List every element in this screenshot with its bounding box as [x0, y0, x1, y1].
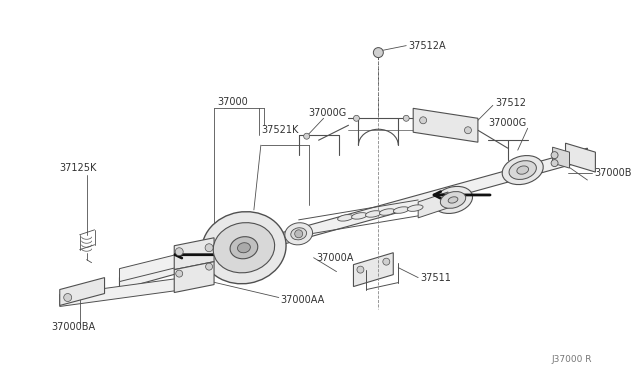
Polygon shape [353, 253, 393, 286]
Text: 37000: 37000 [217, 97, 248, 108]
Text: 37000G: 37000G [488, 118, 526, 128]
Ellipse shape [440, 192, 466, 208]
Circle shape [176, 270, 182, 277]
Ellipse shape [509, 161, 536, 179]
Circle shape [205, 244, 213, 252]
Ellipse shape [517, 166, 529, 174]
Circle shape [551, 160, 558, 167]
Text: 37000A: 37000A [317, 253, 354, 263]
Polygon shape [566, 143, 595, 172]
Text: 37512: 37512 [495, 98, 526, 108]
Text: J37000 R: J37000 R [552, 355, 593, 364]
Text: 37511: 37511 [420, 273, 451, 283]
Circle shape [383, 258, 390, 265]
Ellipse shape [407, 205, 423, 211]
Ellipse shape [433, 186, 472, 214]
Circle shape [175, 248, 183, 256]
Polygon shape [120, 148, 588, 289]
Text: 37000G: 37000G [308, 108, 347, 118]
Text: 37000B: 37000B [595, 168, 632, 178]
Ellipse shape [502, 155, 543, 185]
Text: 37125K: 37125K [60, 163, 97, 173]
Circle shape [357, 266, 364, 273]
Circle shape [205, 263, 212, 270]
Circle shape [465, 127, 472, 134]
Ellipse shape [202, 212, 286, 284]
Circle shape [294, 230, 303, 238]
Ellipse shape [285, 223, 312, 245]
Circle shape [551, 152, 558, 158]
Ellipse shape [351, 213, 367, 219]
Circle shape [403, 115, 409, 121]
Polygon shape [174, 262, 214, 292]
Ellipse shape [213, 222, 275, 273]
Polygon shape [60, 278, 184, 307]
Polygon shape [120, 248, 204, 282]
Ellipse shape [448, 197, 458, 203]
Ellipse shape [237, 243, 250, 253]
Text: 37000BA: 37000BA [52, 323, 96, 332]
Ellipse shape [291, 228, 307, 240]
Circle shape [373, 48, 383, 58]
Polygon shape [174, 238, 214, 270]
Polygon shape [60, 278, 104, 305]
Circle shape [353, 115, 360, 121]
Text: 37512A: 37512A [408, 41, 446, 51]
Circle shape [64, 294, 72, 301]
Text: 37521K: 37521K [261, 125, 298, 135]
Ellipse shape [394, 207, 409, 213]
Polygon shape [418, 192, 448, 218]
Ellipse shape [380, 209, 395, 215]
Ellipse shape [230, 237, 258, 259]
Ellipse shape [338, 215, 353, 221]
Circle shape [303, 133, 310, 139]
Text: 37000AA: 37000AA [281, 295, 325, 305]
Polygon shape [413, 108, 478, 142]
Circle shape [420, 117, 427, 124]
Polygon shape [552, 147, 570, 168]
Ellipse shape [365, 211, 381, 217]
